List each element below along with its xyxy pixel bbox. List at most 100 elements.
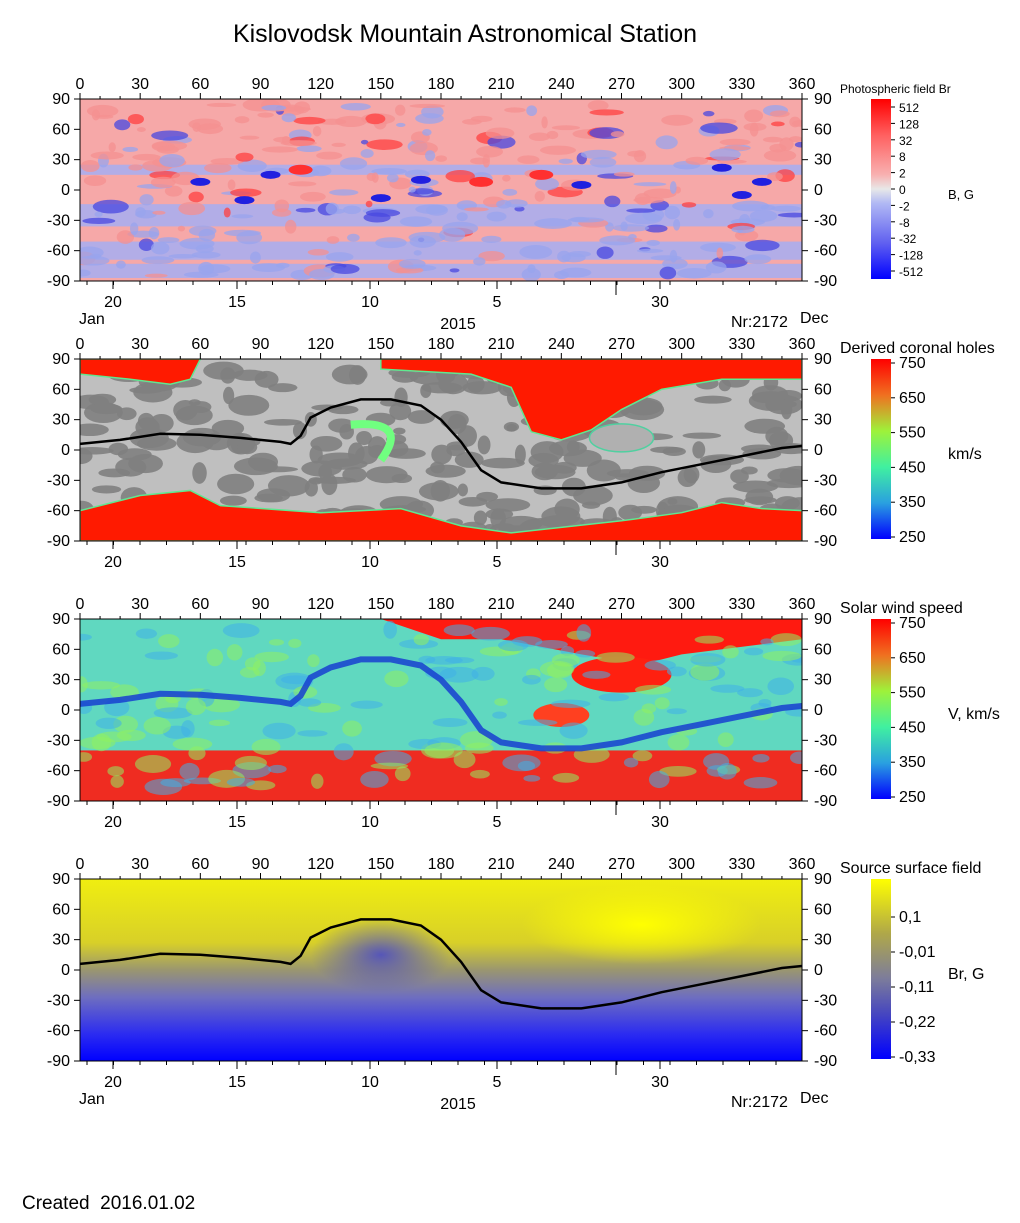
wind-texture <box>143 717 171 735</box>
holes-gray-patch <box>91 485 122 494</box>
photo-patch <box>122 146 139 153</box>
photo-patch <box>633 182 667 187</box>
x-tick-label: 120 <box>307 336 334 353</box>
holes-gray-patch <box>431 444 453 465</box>
photo-patch <box>716 247 724 259</box>
photo-patch <box>476 145 504 158</box>
colorbar-tick-label: 550 <box>899 685 926 702</box>
photo-patch <box>329 189 359 196</box>
wind-texture <box>544 677 568 693</box>
holes-gray-patch <box>539 514 585 529</box>
photo-patch <box>178 201 206 216</box>
x-tick-label: 360 <box>789 596 816 613</box>
holes-gray-patch <box>356 430 373 446</box>
y-tick-label-right: 30 <box>814 412 832 429</box>
photo-patch <box>249 251 261 264</box>
photo-patch <box>633 149 647 163</box>
colorbar <box>871 99 891 279</box>
holes-gray-patch <box>211 419 245 437</box>
colorbar-tick-label: 32 <box>899 134 913 148</box>
photo-patch <box>331 142 346 147</box>
photo-patch <box>360 139 369 145</box>
photo-patch <box>410 188 435 195</box>
wind-texture <box>551 699 591 708</box>
photo-patch <box>487 135 516 149</box>
y-tick-label-left: -90 <box>47 273 70 290</box>
wind-texture <box>633 708 655 726</box>
wind-texture <box>666 708 687 715</box>
date-tick-label: 15 <box>228 554 246 571</box>
holes-gray-patch <box>682 432 722 439</box>
photo-spot-pos-0 <box>469 176 494 187</box>
photo-patch <box>771 121 785 127</box>
date-tick-label: 20 <box>104 1074 122 1091</box>
colorbar-tick-label: -0,33 <box>899 1049 936 1066</box>
photo-spot-1 <box>234 196 255 205</box>
photo-patch <box>744 109 764 123</box>
wind-texture <box>767 677 795 696</box>
y-tick-label-left: 90 <box>52 611 70 628</box>
photo-patch <box>80 269 91 277</box>
wind-slow-belt <box>80 656 802 752</box>
photo-spot-2 <box>260 170 281 179</box>
y-tick-label-left: 0 <box>61 702 70 719</box>
x-tick-label: 210 <box>488 596 515 613</box>
photo-patch <box>676 268 712 279</box>
wind-texture <box>790 751 802 765</box>
photo-patch <box>371 168 407 175</box>
wind-texture <box>135 628 158 639</box>
photo-patch <box>204 162 232 174</box>
date-tick-label: 20 <box>104 554 122 571</box>
colorbar-label: Br, G <box>948 966 984 983</box>
x-tick-label: 60 <box>191 856 209 873</box>
y-tick-label-right: -90 <box>814 273 837 290</box>
y-tick-label-left: 0 <box>61 962 70 979</box>
photo-patch <box>463 207 489 212</box>
photo-patch <box>626 208 656 213</box>
wind-texture <box>110 775 124 788</box>
colorbar <box>871 359 891 539</box>
photo-patch <box>139 194 154 206</box>
photo-patch <box>422 128 432 136</box>
holes-gray-patch <box>477 435 491 455</box>
photo-patch <box>325 252 354 262</box>
wind-texture <box>722 645 739 659</box>
wind-texture <box>667 734 690 751</box>
photo-patch <box>517 155 540 164</box>
y-tick-label-left: 60 <box>52 381 70 398</box>
photo-patch <box>762 136 783 143</box>
wind-texture <box>632 750 653 762</box>
photo-spot-3 <box>370 194 391 203</box>
holes-gray-patch <box>182 427 222 447</box>
y-tick-label-right: 60 <box>814 381 832 398</box>
date-tick-label: 10 <box>361 1074 379 1091</box>
x-tick-label: 360 <box>789 336 816 353</box>
wind-texture <box>535 639 568 650</box>
wind-texture <box>690 663 720 681</box>
photo-patch <box>662 258 688 270</box>
photo-patch <box>519 245 553 259</box>
photo-patch <box>705 261 727 274</box>
holes-gray-patch <box>694 395 732 404</box>
photo-patch <box>82 217 116 225</box>
x-tick-label: 210 <box>488 856 515 873</box>
wind-texture <box>297 730 328 737</box>
wind-texture <box>443 624 475 637</box>
photo-patch <box>141 256 175 265</box>
photo-patch <box>435 155 447 162</box>
photo-patch <box>80 255 110 266</box>
photo-patch <box>274 199 290 213</box>
x-tick-label: 120 <box>307 596 334 613</box>
holes-gray-patch <box>379 496 424 513</box>
y-tick-label-right: 0 <box>814 702 823 719</box>
photo-patch <box>502 188 518 196</box>
photo-patch <box>396 122 406 127</box>
y-tick-label-left: -90 <box>47 533 70 550</box>
x-tick-label: 150 <box>367 596 394 613</box>
month-left: Jan <box>79 1091 105 1108</box>
y-tick-label-left: 60 <box>52 641 70 658</box>
photo-patch <box>312 126 322 137</box>
photo-patch <box>473 257 486 266</box>
wind-texture <box>444 657 475 664</box>
photo-patch <box>587 100 609 111</box>
